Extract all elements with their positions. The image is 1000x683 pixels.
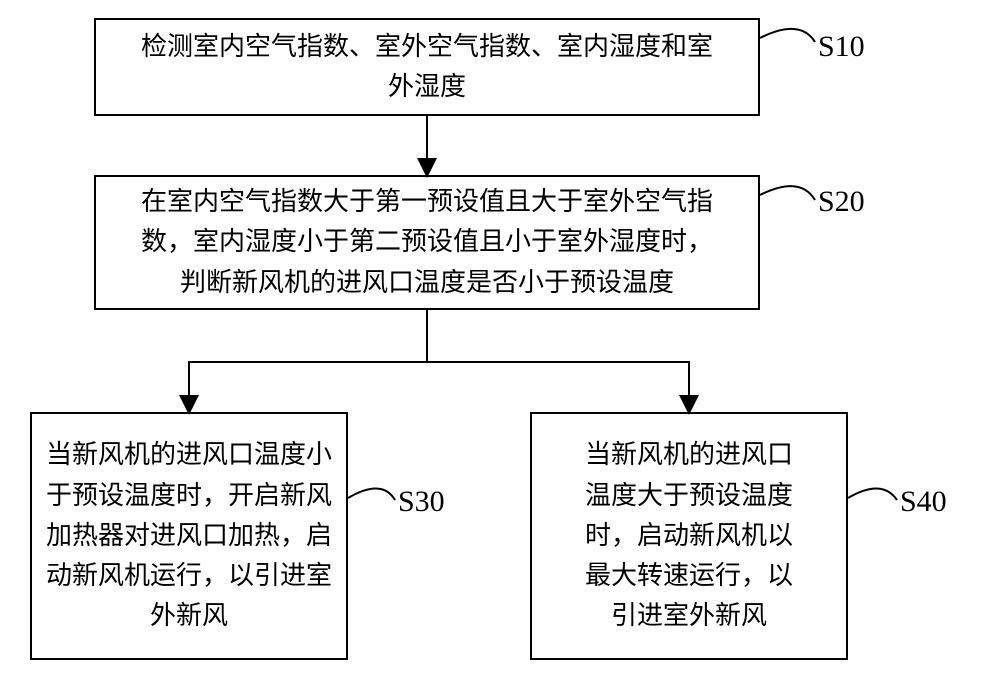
callout-s40 [848, 488, 897, 500]
step-s40-box: 当新风机的进风口 温度大于预设温度 时，启动新风机以 最大转速运行，以 引进室外… [530, 412, 848, 660]
flowchart-canvas: 检测室内空气指数、室外空气指数、室内湿度和室 外湿度 S10 在室内空气指数大于… [0, 0, 1000, 683]
step-s20-box: 在室内空气指数大于第一预设值且大于室外空气指 数，室内湿度小于第二预设值且小于室… [94, 175, 760, 310]
callout-s30 [348, 488, 395, 500]
step-s30-label: S30 [398, 485, 445, 519]
callout-s10 [760, 29, 815, 42]
step-s10-box: 检测室内空气指数、室外空气指数、室内湿度和室 外湿度 [94, 18, 760, 116]
conn-s20-s30 [189, 310, 427, 405]
step-s10-text: 检测室内空气指数、室外空气指数、室内湿度和室 外湿度 [135, 27, 719, 108]
step-s40-label: S40 [900, 485, 947, 519]
step-s30-text: 当新风机的进风口温度小 于预设温度时，开启新风 加热器对进风口加热，启 动新风机… [40, 435, 338, 636]
step-s40-text: 当新风机的进风口 温度大于预设温度 时，启动新风机以 最大转速运行，以 引进室外… [579, 435, 799, 636]
step-s10-label: S10 [818, 30, 865, 64]
step-s20-label: S20 [818, 185, 865, 219]
step-s30-box: 当新风机的进风口温度小 于预设温度时，开启新风 加热器对进风口加热，启 动新风机… [30, 412, 348, 660]
callout-s20 [760, 186, 815, 200]
step-s20-text: 在室内空气指数大于第一预设值且大于室外空气指 数，室内湿度小于第二预设值且小于室… [135, 182, 719, 303]
conn-s20-s40 [427, 310, 689, 405]
